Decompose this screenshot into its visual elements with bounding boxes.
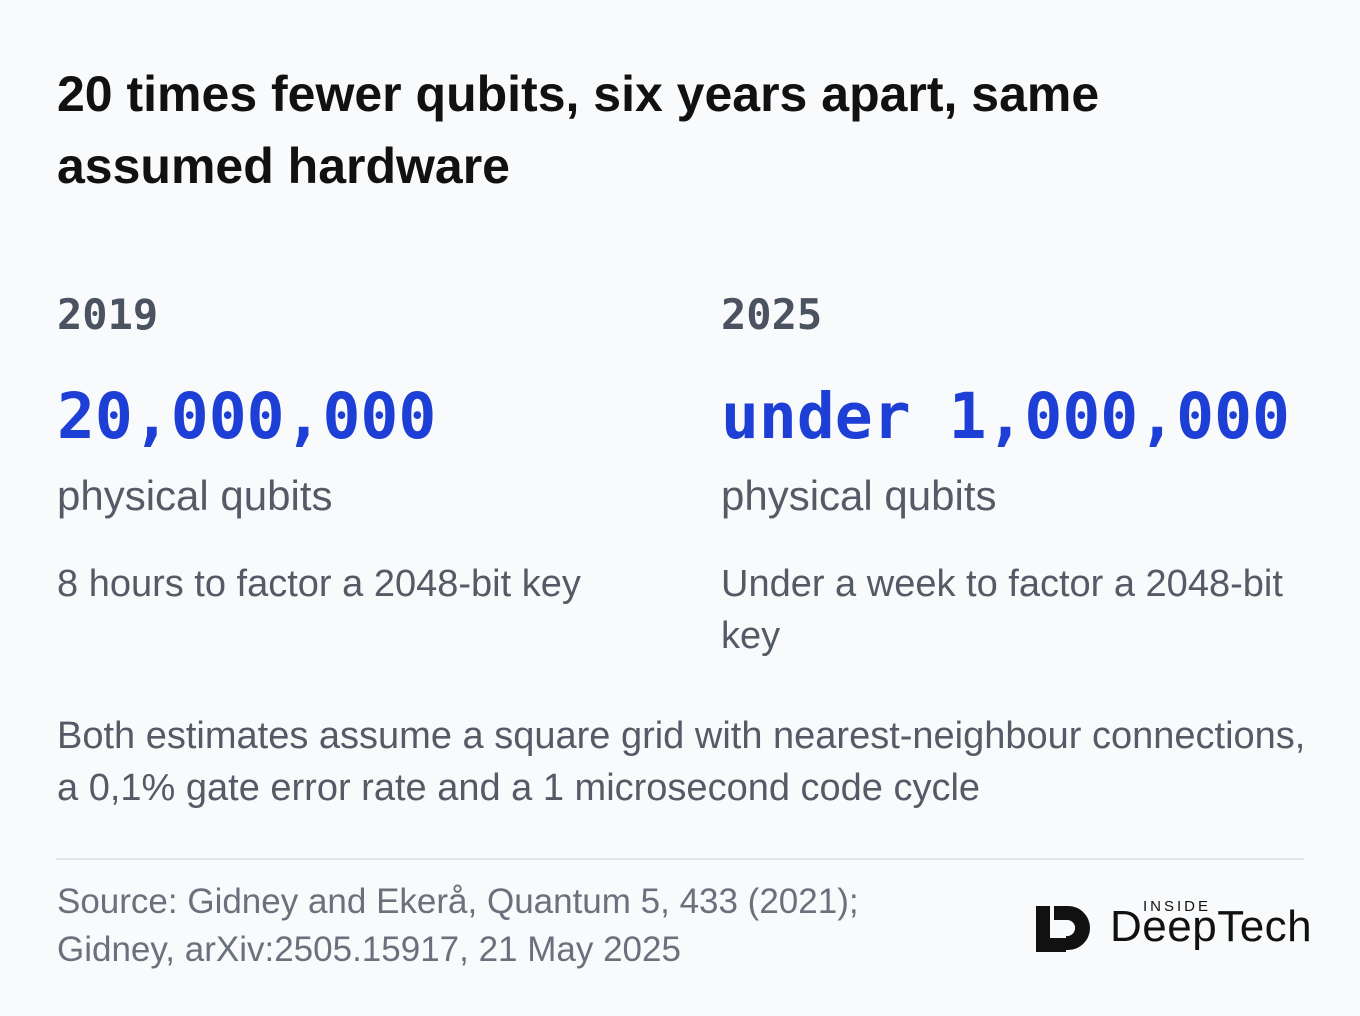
figure: under 1,000,000 xyxy=(721,380,1290,453)
source: Source: Gidney and Ekerå, Quantum 5, 433… xyxy=(57,882,859,921)
logo-tagline: INSIDE xyxy=(1143,898,1212,915)
year: 2019 xyxy=(57,290,159,339)
logo-icon xyxy=(1036,906,1090,952)
logo-name: DeepTech xyxy=(1110,902,1313,951)
description: 8 hours to factor a 2048-bit key xyxy=(57,563,581,605)
title: 20 times fewer qubits, six years apart, … xyxy=(57,66,1100,194)
source: Gidney, arXiv:2505.15917, 21 May 2025 xyxy=(57,930,681,969)
figure: 20,000,000 xyxy=(57,380,437,453)
unit: physical qubits xyxy=(57,472,333,519)
unit: physical qubits xyxy=(721,472,997,519)
divider xyxy=(56,858,1304,860)
year: 2025 xyxy=(721,290,823,339)
description: Under a week to factor a 2048-bit key xyxy=(721,563,1283,657)
note: Both estimates assume a square grid with… xyxy=(57,715,1306,809)
